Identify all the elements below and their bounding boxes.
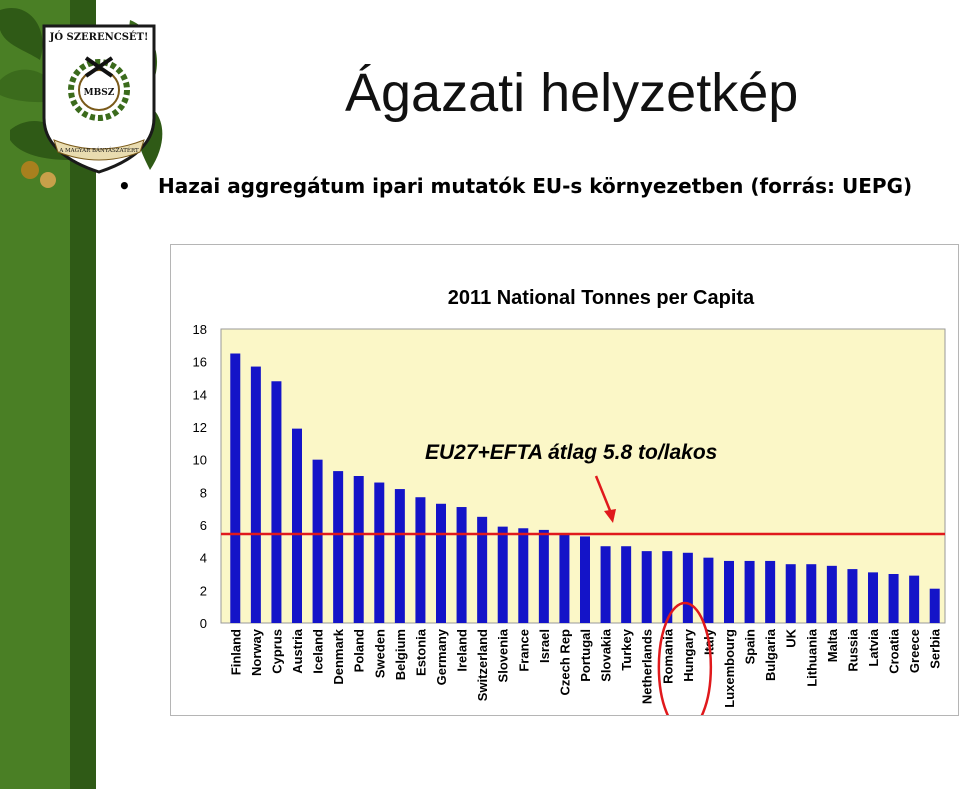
- average-annotation: EU27+EFTA átlag 5.8 to/lakos: [425, 441, 717, 464]
- x-tick-label: Slovenia: [496, 628, 511, 682]
- bar: [909, 575, 920, 623]
- x-tick-label: Iceland: [311, 629, 326, 674]
- y-tick-label: 0: [200, 616, 207, 631]
- y-tick-label: 6: [200, 518, 207, 533]
- bullet-icon: •: [118, 174, 131, 198]
- bar: [312, 459, 323, 623]
- bar: [374, 482, 385, 623]
- bar: [477, 516, 488, 623]
- bar: [621, 546, 632, 623]
- bar-series: [230, 353, 940, 623]
- bar: [662, 551, 673, 623]
- bar: [436, 503, 446, 623]
- x-tick-label: Luxembourg: [722, 629, 737, 708]
- bar: [744, 560, 755, 623]
- x-tick-label: Ireland: [455, 629, 470, 672]
- x-tick-label: Romania: [660, 628, 675, 684]
- y-tick-label: 4: [200, 551, 207, 566]
- x-tick-label: Slovakia: [599, 628, 614, 682]
- x-tick-label: Bulgaria: [763, 628, 778, 681]
- bar: [826, 565, 837, 623]
- x-tick-label: Russia: [845, 628, 860, 671]
- x-axis: Finland Norway Cyprus Austria Iceland Denmark…: [228, 628, 942, 708]
- bar-chart: 2011 National Tonnes per Capita 0 2 4 6 8 10 1…: [193, 287, 946, 715]
- bar: [518, 528, 529, 623]
- x-tick-label: Sweden: [372, 629, 387, 678]
- x-tick-label: Norway: [249, 628, 264, 676]
- bar: [703, 557, 714, 623]
- x-tick-label: Lithuania: [804, 628, 819, 687]
- x-tick-label: Portugal: [578, 629, 593, 682]
- bar: [559, 533, 570, 623]
- x-tick-label: Belgium: [393, 629, 408, 680]
- bar: [394, 489, 405, 623]
- x-tick-label: UK: [784, 628, 799, 647]
- y-tick-label: 2: [200, 583, 207, 598]
- bar: [929, 588, 940, 623]
- y-axis: 0 2 4 6 8 10 12 14 16 18: [193, 322, 207, 631]
- bar: [641, 551, 652, 623]
- subtitle-text: Hazai aggregátum ipari mutatók EU-s körn…: [158, 174, 913, 198]
- bar: [600, 546, 611, 623]
- logo-top-text: JÓ SZERENCSÉT!: [49, 31, 149, 43]
- y-tick-label: 18: [193, 322, 207, 337]
- x-tick-label: Spain: [743, 629, 758, 664]
- x-tick-label: France: [516, 629, 531, 672]
- mbsz-logo: JÓ SZERENCSÉT! MBSZ A MAGYAR BÁNYÁSZATÉR…: [42, 24, 156, 174]
- bar: [333, 471, 344, 623]
- bar: [497, 526, 508, 623]
- x-tick-label: Netherlands: [640, 629, 655, 704]
- bar: [682, 552, 693, 623]
- logo-ribbon-text: A MAGYAR BÁNYÁSZATÉRT: [58, 146, 139, 154]
- bar: [785, 564, 796, 623]
- x-tick-label: Turkey: [619, 628, 634, 670]
- x-tick-label: Austria: [290, 628, 305, 674]
- highlight-circle: [657, 601, 713, 715]
- x-tick-label: Switzerland: [475, 629, 490, 701]
- x-tick-label: Israel: [537, 629, 552, 663]
- bar: [456, 507, 467, 623]
- y-tick-label: 8: [200, 485, 207, 500]
- subtitle-row: • Hazai aggregátum ipari mutatók EU-s kör…: [118, 174, 912, 198]
- x-tick-label: Finland: [228, 629, 243, 675]
- bar: [271, 381, 282, 623]
- logo-center-text: MBSZ: [84, 88, 115, 98]
- x-tick-label: Estonia: [413, 628, 428, 676]
- x-tick-label: Greece: [907, 629, 922, 673]
- y-tick-label: 10: [193, 453, 207, 468]
- bar: [806, 564, 817, 623]
- x-tick-label: Croatia: [887, 628, 902, 674]
- x-tick-label: Poland: [352, 629, 367, 672]
- x-tick-label: Germany: [434, 628, 449, 685]
- x-tick-label: Serbia: [928, 628, 943, 669]
- bar: [888, 574, 899, 623]
- chart-frame: 2011 National Tonnes per Capita 0 2 4 6 8 10 1…: [170, 244, 959, 716]
- bar: [580, 536, 590, 623]
- bar: [353, 476, 364, 623]
- y-tick-label: 12: [193, 420, 207, 435]
- bar: [292, 428, 302, 623]
- bar: [724, 560, 734, 623]
- x-tick-label: Latvia: [866, 628, 881, 666]
- bar: [415, 497, 426, 623]
- chart-title: 2011 National Tonnes per Capita: [448, 287, 755, 309]
- y-tick-label: 14: [193, 387, 207, 402]
- x-tick-label: Hungary: [681, 628, 696, 682]
- x-tick-label: Cyprus: [269, 629, 284, 674]
- x-tick-label: Czech Rep: [557, 629, 572, 696]
- x-tick-label: Denmark: [331, 628, 346, 684]
- bar: [868, 572, 878, 623]
- bar: [847, 569, 858, 623]
- bar: [230, 353, 241, 623]
- page-title: Ágazati helyzetkép: [345, 63, 799, 123]
- x-tick-label: Malta: [825, 628, 840, 662]
- annotation-arrowhead: [604, 509, 616, 523]
- y-tick-label: 16: [193, 355, 207, 370]
- bar: [765, 560, 776, 623]
- bar: [250, 366, 261, 623]
- bar: [538, 529, 549, 623]
